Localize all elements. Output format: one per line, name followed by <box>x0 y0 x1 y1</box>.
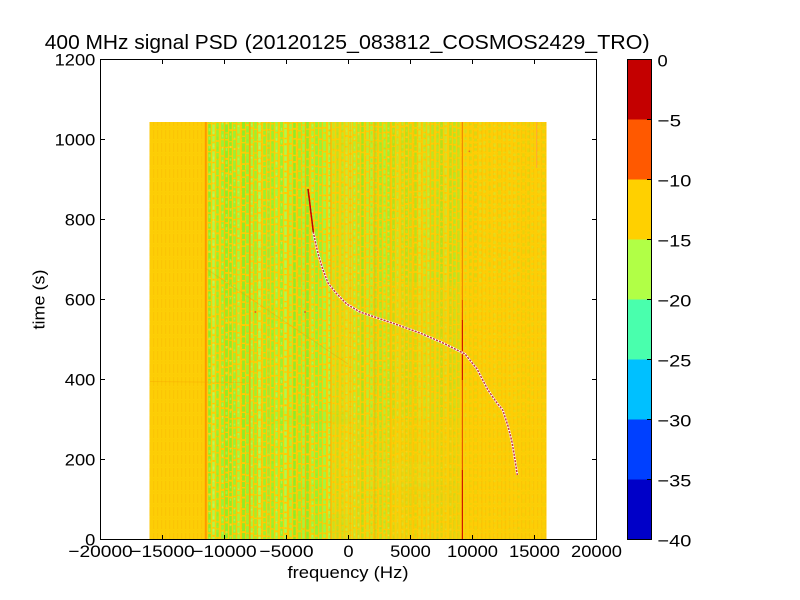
svg-text:(20120125_083812_COSMOS2429_TR: (20120125_083812_COSMOS2429_TRO) <box>245 32 650 54</box>
svg-text:0: 0 <box>85 531 95 550</box>
svg-text:200: 200 <box>65 451 96 470</box>
svg-text:400: 400 <box>65 371 96 390</box>
svg-text:−10000: −10000 <box>192 542 256 561</box>
svg-text:20000: 20000 <box>571 542 622 561</box>
svg-text:0: 0 <box>343 542 353 561</box>
svg-text:time (s): time (s) <box>30 270 49 330</box>
svg-text:−5000: −5000 <box>259 542 313 561</box>
svg-text:−20: −20 <box>658 292 692 311</box>
svg-text:5000: 5000 <box>390 542 431 561</box>
svg-text:10000: 10000 <box>447 542 498 561</box>
svg-text:frequency (Hz): frequency (Hz) <box>288 563 409 582</box>
svg-text:−40: −40 <box>658 532 692 551</box>
svg-text:1200: 1200 <box>55 51 96 70</box>
svg-text:−25: −25 <box>658 352 692 371</box>
svg-text:600: 600 <box>65 291 96 310</box>
svg-text:−10: −10 <box>658 172 692 191</box>
svg-text:15000: 15000 <box>509 542 560 561</box>
svg-text:−30: −30 <box>658 412 692 431</box>
svg-text:−35: −35 <box>658 472 692 491</box>
svg-text:1000: 1000 <box>55 131 96 150</box>
svg-text:−20000: −20000 <box>68 542 132 561</box>
svg-text:−15: −15 <box>658 232 692 251</box>
svg-text:0: 0 <box>658 52 668 71</box>
svg-text:−15000: −15000 <box>130 542 194 561</box>
svg-text:800: 800 <box>65 211 96 230</box>
svg-text:400 MHz signal PSD: 400 MHz signal PSD <box>45 32 238 54</box>
svg-text:−5: −5 <box>658 112 682 131</box>
